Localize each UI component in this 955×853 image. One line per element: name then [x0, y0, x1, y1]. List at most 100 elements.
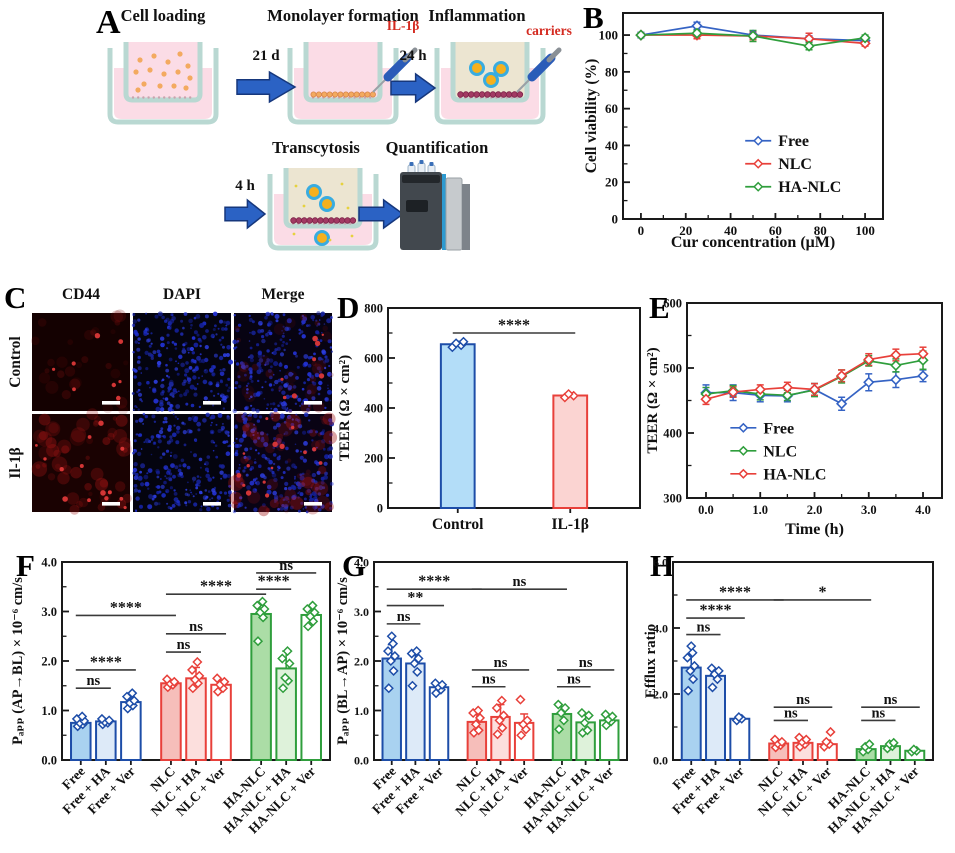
svg-text:100: 100	[599, 28, 619, 43]
svg-text:TEER (Ω × cm²): TEER (Ω × cm²)	[645, 347, 661, 453]
svg-text:80: 80	[605, 64, 618, 79]
duration-4h: 4 h	[235, 178, 255, 194]
svg-text:600: 600	[364, 352, 383, 366]
svg-text:3.0: 3.0	[41, 605, 57, 619]
micro-image-il1b-cd44	[31, 408, 132, 515]
svg-text:1.0: 1.0	[41, 704, 57, 718]
svg-text:1.0: 1.0	[752, 503, 768, 517]
svg-text:40: 40	[724, 223, 737, 238]
svg-text:ns: ns	[279, 558, 293, 574]
svg-text:300: 300	[663, 492, 682, 506]
duration-24h: 24 h	[399, 48, 427, 64]
svg-text:Free: Free	[778, 133, 809, 150]
svg-text:****: ****	[700, 602, 732, 619]
svg-text:20: 20	[605, 175, 618, 190]
svg-text:****: ****	[258, 573, 290, 590]
svg-text:ns: ns	[189, 619, 203, 635]
micro-image-il1b-dapi	[132, 412, 232, 512]
svg-text:0: 0	[638, 223, 645, 238]
panel-a-schematic: Cell loading Monolayer formation Inflamm…	[85, 0, 580, 270]
svg-text:ns: ns	[697, 620, 711, 636]
svg-text:****: ****	[110, 599, 142, 616]
svg-text:Pₐₚₚ (AP→BL) × 10⁻⁶ cm/s: Pₐₚₚ (AP→BL) × 10⁻⁶ cm/s	[10, 577, 26, 745]
svg-text:Control: Control	[432, 516, 484, 533]
svg-text:ns: ns	[796, 692, 810, 708]
micro-col-header-cd44: CD44	[62, 286, 100, 303]
svg-text:100: 100	[855, 223, 875, 238]
micro-col-header-merge: Merge	[261, 286, 305, 303]
panel-c-label: C	[4, 280, 27, 315]
svg-text:****: ****	[200, 578, 232, 595]
svg-text:ns: ns	[86, 673, 100, 689]
annotation-il1b: IL-1β	[386, 18, 420, 33]
svg-text:****: ****	[90, 654, 122, 671]
svg-text:ns: ns	[513, 574, 527, 590]
micro-row-header-il1b: Il-1β	[7, 447, 24, 479]
micro-image-control-merge	[232, 311, 334, 414]
panel-d-label: D	[337, 290, 360, 325]
svg-text:4.0: 4.0	[915, 503, 931, 517]
svg-text:2.0: 2.0	[807, 503, 823, 517]
step-title-quantification: Quantification	[385, 138, 489, 157]
panel-b-cell-viability-chart: 0 20 40 60 80 100 Cell viability (%) Cur concen…	[583, 12, 884, 251]
panel-g-label: G	[342, 548, 367, 583]
svg-text:800: 800	[364, 302, 383, 316]
svg-text:****: ****	[719, 584, 751, 601]
svg-text:NLC: NLC	[763, 443, 797, 460]
annotation-carriers: carriers	[526, 23, 572, 38]
svg-text:HA-NLC: HA-NLC	[778, 179, 841, 196]
svg-text:40: 40	[605, 138, 618, 153]
svg-text:Cell viability (%): Cell viability (%)	[583, 59, 600, 174]
micro-col-header-dapi: DAPI	[163, 286, 201, 303]
svg-text:Pₐₚₚ (BL→AP) × 10⁻⁶ cm/s: Pₐₚₚ (BL→AP) × 10⁻⁶ cm/s	[335, 577, 351, 745]
panel-e-label: E	[649, 290, 670, 325]
svg-text:Efflux ratio: Efflux ratio	[643, 624, 659, 699]
svg-text:Cur concentration (μM): Cur concentration (μM)	[671, 234, 835, 251]
svg-text:Time (h): Time (h)	[785, 521, 844, 538]
panel-e-teer-time-chart: 300 400 500 600 TEER (Ω × cm²) Time (h) 0.0 1.0…	[645, 297, 943, 538]
svg-text:2.0: 2.0	[41, 655, 57, 669]
svg-text:ns: ns	[884, 692, 898, 708]
svg-text:80: 80	[814, 223, 827, 238]
panel-a-label: A	[96, 4, 121, 41]
svg-text:600: 600	[663, 297, 682, 311]
svg-text:2.0: 2.0	[354, 655, 369, 669]
svg-text:3.0: 3.0	[354, 605, 369, 619]
svg-text:0.0: 0.0	[41, 754, 57, 768]
svg-text:NLC: NLC	[778, 156, 812, 173]
svg-text:TEER (Ω × cm²): TEER (Ω × cm²)	[337, 355, 353, 461]
svg-text:ns: ns	[482, 672, 496, 688]
micro-image-control-cd44	[31, 309, 130, 415]
svg-text:0.0: 0.0	[653, 754, 668, 768]
micro-image-control-dapi	[131, 311, 234, 412]
svg-text:60: 60	[605, 101, 618, 116]
step-title-monolayer: Monolayer formation	[267, 6, 419, 25]
svg-text:4.0: 4.0	[41, 556, 57, 570]
svg-text:400: 400	[364, 402, 383, 416]
svg-text:Free: Free	[763, 420, 794, 437]
svg-text:ns: ns	[871, 705, 885, 721]
svg-text:*: *	[818, 584, 826, 601]
svg-text:60: 60	[769, 223, 782, 238]
svg-text:ns: ns	[784, 705, 798, 721]
svg-text:IL-1β: IL-1β	[552, 516, 589, 533]
step-title-cell-loading: Cell loading	[120, 6, 206, 25]
svg-text:ns: ns	[567, 672, 581, 688]
panel-h-label: H	[650, 548, 675, 583]
svg-text:2.0: 2.0	[653, 688, 668, 702]
svg-text:6.0: 6.0	[653, 556, 668, 570]
step-title-inflammation: Inflammation	[428, 6, 526, 25]
svg-text:1.0: 1.0	[354, 704, 369, 718]
svg-text:ns: ns	[177, 637, 191, 653]
panel-d-teer-bar-chart: 0 200 400 600 800 TEER (Ω × cm²) Control IL-1β *…	[337, 302, 641, 533]
step-title-transcytosis: Transcytosis	[272, 138, 360, 157]
svg-text:0: 0	[377, 502, 383, 516]
svg-text:ns: ns	[579, 655, 593, 671]
svg-text:**: **	[407, 590, 423, 607]
svg-text:4.0: 4.0	[653, 622, 668, 636]
svg-text:3.0: 3.0	[861, 503, 877, 517]
